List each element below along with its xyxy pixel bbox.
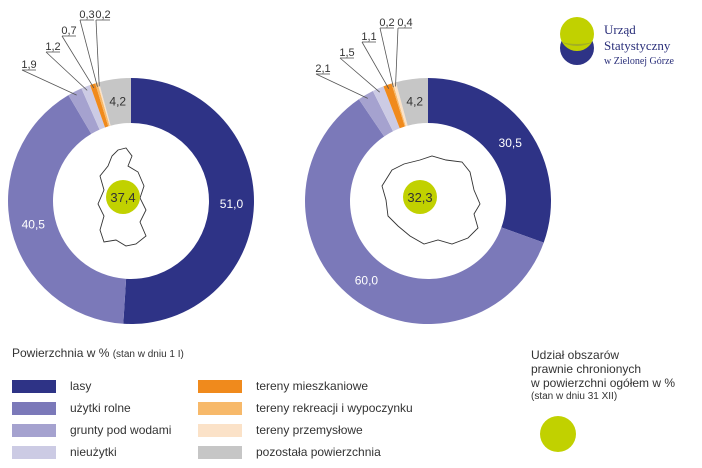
protected-sub: (stan w dniu 31 XII): [531, 391, 618, 402]
legend-label-grunty_pod_wodami: grunty pod wodami: [70, 423, 172, 437]
slice-label-tereny_przemyslowe: 0,2: [95, 9, 110, 21]
legend-item-lasy: lasy: [12, 379, 91, 393]
legend-item-uzytki_rolne: użytki rolne: [12, 401, 131, 415]
office-name-line2: w Zielonej Górze: [604, 56, 674, 67]
slice-uzytki_rolne: [7, 95, 127, 324]
slice-label-pozostala: 4,2: [406, 94, 423, 108]
legend-title-text: Powierzchnia w %: [12, 346, 110, 360]
protected-areas-marker: [540, 416, 576, 452]
slice-pozostala: [98, 78, 131, 126]
slice-label-tereny_mieszkaniowe: 0,7: [61, 25, 76, 37]
leader-line-tereny_przemyslowe: [95, 19, 100, 87]
legend-subtitle: (stan w dniu 1 I): [112, 349, 184, 360]
center-value-dot: [403, 180, 437, 214]
legend-swatch-lasy: [12, 379, 56, 393]
slice-label-tereny_rekreacji: 0,2: [379, 17, 394, 29]
legend-swatch-tereny_rekreacji: [198, 401, 242, 415]
legend-title: Powierzchnia w % (stan w dniu 1 I): [12, 346, 184, 360]
slice-lasy: [123, 77, 255, 324]
center-value-label: 37,4: [110, 190, 135, 205]
legend-item-pozostala: pozostała powierzchnia: [198, 445, 381, 459]
legend-swatch-tereny_mieszkaniowe: [198, 379, 242, 393]
protected-line2: prawnie chronionych: [531, 362, 642, 376]
center-value-label: 32,3: [407, 190, 432, 205]
slice-label-grunty_pod_wodami: 2,1: [315, 63, 330, 75]
leader-line-nieuzytki: [45, 51, 88, 91]
protected-line3: w powierzchni ogółem w %: [531, 376, 676, 390]
slice-label-tereny_mieszkaniowe: 1,1: [361, 31, 376, 43]
legend-item-tereny_rekreacji: tereny rekreacji i wypoczynku: [198, 401, 413, 415]
slice-tereny_przemyslowe: [392, 82, 408, 127]
slice-tereny_rekreacji: [391, 83, 406, 127]
office-name-line1: Urząd Statystyczny: [604, 22, 671, 53]
slice-grunty_pod_wodami: [358, 91, 394, 137]
slice-label-lasy: 51,0: [220, 197, 244, 211]
legend-item-tereny_przemyslowe: tereny przemysłowe: [198, 423, 363, 437]
legend-swatch-nieuzytki: [12, 445, 56, 459]
legend-label-uzytki_rolne: użytki rolne: [70, 401, 131, 415]
legend-item-grunty_pod_wodami: grunty pod wodami: [12, 423, 171, 437]
legend-label-pozostala: pozostała powierzchnia: [256, 445, 381, 459]
slice-pozostala: [395, 78, 428, 126]
slice-tereny_mieszkaniowe: [90, 83, 109, 128]
legend-swatch-grunty_pod_wodami: [12, 423, 56, 437]
legend-item-tereny_mieszkaniowe: tereny mieszkaniowe: [198, 379, 368, 393]
slice-label-grunty_pod_wodami: 1,9: [21, 59, 36, 71]
slice-nieuzytki: [372, 86, 400, 132]
donut-chart-polska: 30,5 60,0 4,2 2,1 1,5 1,10,2 0,4 32,3: [305, 17, 551, 324]
center-value-dot: [106, 180, 140, 214]
slice-label-nieuzytki: 1,2: [45, 41, 60, 53]
slice-uzytki_rolne: [305, 99, 544, 324]
slice-nieuzytki: [81, 85, 106, 130]
legend-swatch-pozostala: [198, 445, 242, 459]
leader-line-grunty_pod_wodami: [21, 69, 77, 96]
slice-label-tereny_rekreacji: 0,3: [79, 9, 94, 21]
slice-label-lasy: 30,5: [499, 136, 523, 150]
slice-label-uzytki_rolne: 40,5: [22, 217, 46, 231]
slice-label-tereny_przemyslowe: 0,4: [397, 17, 412, 29]
legend-label-tereny_mieszkaniowe: tereny mieszkaniowe: [256, 379, 369, 393]
slice-tereny_mieszkaniowe: [383, 83, 405, 129]
legend-label-nieuzytki: nieużytki: [70, 445, 117, 459]
legend-swatch-uzytki_rolne: [12, 401, 56, 415]
leader-line-tereny_rekreacji: [379, 27, 394, 88]
leader-line-tereny_mieszkaniowe: [361, 41, 390, 89]
legend-label-tereny_przemyslowe: tereny przemysłowe: [256, 423, 363, 437]
slice-tereny_przemyslowe: [97, 82, 111, 126]
slice-label-nieuzytki: 1,5: [339, 47, 354, 59]
slice-label-pozostala: 4,2: [109, 94, 126, 108]
leader-line-nieuzytki: [339, 57, 380, 93]
donut-charts: 51,040,54,21,91,20,70,3 0,237,4 30,560,04…: [7, 9, 551, 324]
donut-chart-lubuskie: 51,0 40,5 4,2 1,9 1,20,70,3 0,2 37,4: [7, 9, 255, 324]
protected-line1: Udział obszarów: [531, 348, 620, 362]
legend-label-lasy: lasy: [70, 379, 92, 393]
legend-item-nieuzytki: nieużytki: [12, 445, 117, 459]
leader-line-tereny_mieszkaniowe: [61, 35, 95, 89]
leader-line-tereny_rekreacji: [79, 19, 98, 87]
office-logo-icon: [560, 17, 594, 65]
legend-swatch-tereny_przemyslowe: [198, 423, 242, 437]
slice-grunty_pod_wodami: [68, 88, 100, 134]
slice-label-uzytki_rolne: 60,0: [355, 273, 379, 287]
leader-line-tereny_przemyslowe: [395, 27, 399, 87]
protected-areas-note: Udział obszarów prawnie chronionych w po…: [531, 348, 675, 404]
slice-tereny_rekreacji: [95, 82, 110, 127]
legend-label-tereny_rekreacji: tereny rekreacji i wypoczynku: [256, 401, 413, 415]
slice-lasy: [428, 78, 551, 243]
leader-line-grunty_pod_wodami: [315, 73, 368, 99]
office-name: Urząd Statystyczny w Zielonej Górze: [604, 22, 702, 67]
